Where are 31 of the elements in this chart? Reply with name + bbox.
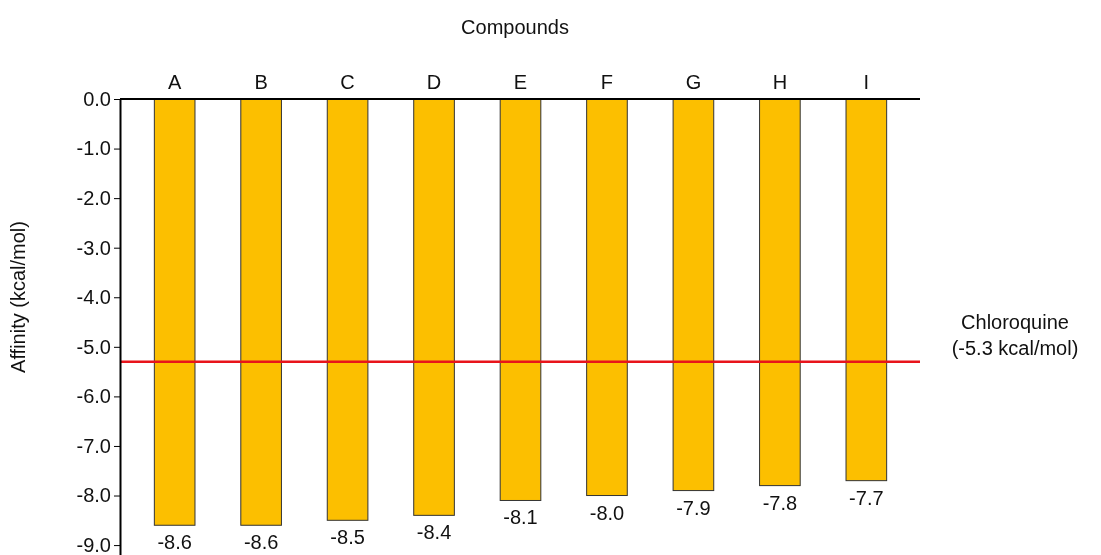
data-label: -8.1 xyxy=(503,506,538,529)
data-label: -8.4 xyxy=(416,521,452,544)
y-tick-label: -7.0 xyxy=(76,434,111,457)
x-tick-label: G xyxy=(685,71,702,93)
y-tick-label: -5.0 xyxy=(76,335,111,358)
x-tick-label: D xyxy=(426,71,442,93)
x-axis-title: Compounds xyxy=(461,16,569,38)
y-tick-label: -8.0 xyxy=(76,484,111,507)
x-tick-label: A xyxy=(167,71,182,93)
x-tick-label: I xyxy=(863,71,870,93)
y-axis-title: Affinity (kcal/mol) xyxy=(7,221,29,373)
data-label: -7.9 xyxy=(676,496,711,519)
y-tick-label: -6.0 xyxy=(76,385,111,408)
y-tick-label: -4.0 xyxy=(76,286,111,309)
data-label: -7.7 xyxy=(849,486,884,509)
x-tick-label: B xyxy=(254,71,268,93)
y-tick-label: -1.0 xyxy=(76,137,111,160)
data-label: -8.6 xyxy=(243,531,279,554)
data-label: -7.8 xyxy=(762,491,798,514)
data-label: -8.5 xyxy=(330,526,365,549)
x-tick-label: H xyxy=(772,71,788,93)
y-tick-label: -9.0 xyxy=(76,533,111,555)
data-label: -8.6 xyxy=(157,531,192,554)
ref-line-label: Chloroquine (-5.3 kcal/mol) xyxy=(951,310,1079,359)
data-label: -8.0 xyxy=(589,501,625,524)
x-tick-label: E xyxy=(513,71,528,93)
y-tick-label: -3.0 xyxy=(76,236,111,259)
x-tick-label: F xyxy=(600,71,614,93)
y-tick-label: 0.0 xyxy=(83,87,111,110)
y-tick-label: -2.0 xyxy=(76,187,111,210)
x-tick-label: C xyxy=(340,71,355,93)
